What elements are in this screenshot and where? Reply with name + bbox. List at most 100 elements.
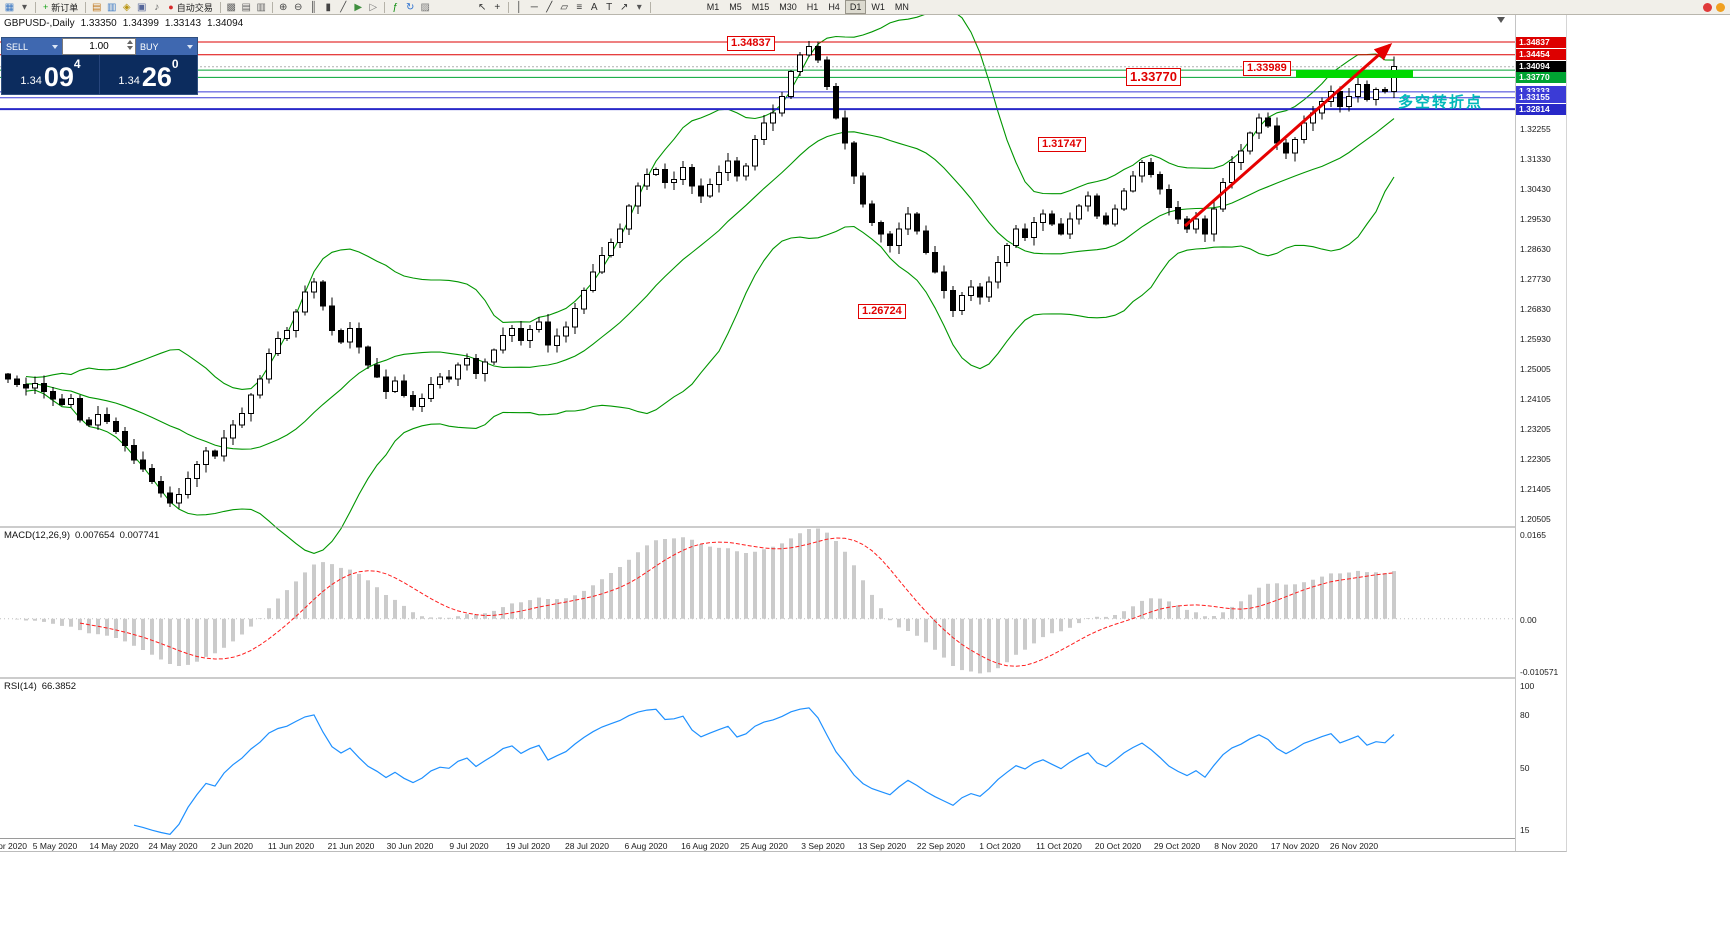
- horizontal-line-icon[interactable]: ─: [527, 1, 542, 14]
- arrows-tool-icon[interactable]: ↗: [617, 1, 632, 14]
- tile-horizontally-icon[interactable]: ▤: [239, 1, 254, 14]
- buy-pipette: 0: [171, 57, 179, 71]
- macd-signal-value: 0.007741: [119, 530, 160, 541]
- tile-vertically-icon[interactable]: ▥: [254, 1, 269, 14]
- price-annotation-label[interactable]: 1.31747: [1038, 137, 1086, 152]
- price-axis[interactable]: 1.32255 1.31330 1.30430 1.29530 1.28630 1.277…: [1515, 15, 1566, 851]
- timeframe-m30-button[interactable]: M30: [779, 2, 797, 12]
- rsi-label: RSI(14) 66.3852: [4, 681, 81, 692]
- bar-open-value: 1.33350: [80, 18, 117, 29]
- line-chart-icon[interactable]: ╱: [336, 1, 351, 14]
- chart-dropdown-icon[interactable]: ▾: [17, 1, 32, 14]
- volume-increase-icon[interactable]: [127, 40, 133, 44]
- horizontal-line-icon-glyph: ─: [530, 1, 538, 13]
- timeframe-m1-button[interactable]: M1: [706, 2, 720, 12]
- indicators-icon[interactable]: ƒ: [388, 1, 403, 14]
- community-icon[interactable]: [1703, 3, 1712, 12]
- zoom-out-icon-glyph: ⊖: [294, 1, 303, 13]
- buy-pips: 26: [141, 62, 172, 92]
- price-tick: 1.20505: [1520, 513, 1551, 524]
- tile-vertically-icon-glyph: ▥: [256, 1, 266, 13]
- market-watch-icon[interactable]: ▤: [89, 1, 104, 14]
- date-label: 28 Jul 2020: [565, 841, 609, 851]
- price-annotation-label[interactable]: 1.26724: [858, 304, 906, 319]
- timeframe-mn-button[interactable]: MN: [894, 2, 909, 12]
- price-tick: 1.31330: [1520, 154, 1551, 165]
- channel-icon[interactable]: ▱: [557, 1, 572, 14]
- price-annotation-label[interactable]: 1.33989: [1243, 61, 1291, 76]
- data-window-icon[interactable]: ▥: [104, 1, 119, 14]
- timeframe-d1-button[interactable]: D1: [844, 0, 867, 14]
- toolbar-separator: [649, 1, 651, 13]
- time-axis[interactable]: 26 Apr 2020 5 May 2020 14 May 2020 24 May 2…: [0, 838, 1515, 851]
- buy-price[interactable]: 1.34 26 0: [100, 55, 197, 94]
- auto-scroll-icon[interactable]: ▶: [351, 1, 366, 14]
- autotrading-button[interactable]: ● 自动交易: [164, 1, 216, 14]
- new-order-button[interactable]: + 新订单: [39, 1, 82, 14]
- templates-icon[interactable]: ▨: [418, 1, 433, 14]
- record-icon[interactable]: [1716, 3, 1725, 12]
- timeframe-w1-button[interactable]: W1: [871, 2, 885, 12]
- price-tick: 1.26830: [1520, 303, 1551, 314]
- rsi-axis-label: 50: [1520, 763, 1530, 774]
- price-tick: 1.25005: [1520, 364, 1551, 375]
- volume-decrease-icon[interactable]: [127, 46, 133, 50]
- price-annotation-label[interactable]: 1.34837: [727, 36, 775, 51]
- new-order-glyph: +: [43, 2, 49, 12]
- cascade-windows-icon[interactable]: ▩: [224, 1, 239, 14]
- macd-axis-label: 0.00: [1520, 614, 1537, 625]
- text-tool-icon[interactable]: A: [587, 1, 602, 14]
- date-label: 29 Oct 2020: [1153, 841, 1201, 851]
- tools-dropdown-icon[interactable]: ▾: [632, 1, 647, 14]
- data-window-icon-glyph: ▥: [107, 1, 117, 13]
- candlestick-chart-icon[interactable]: ▮: [321, 1, 336, 14]
- date-label: 11 Jun 2020: [267, 841, 315, 851]
- zoom-out-icon[interactable]: ⊖: [291, 1, 306, 14]
- timeframe-m15-button[interactable]: M15: [751, 2, 770, 12]
- price-chart[interactable]: [0, 15, 1515, 838]
- timeframe-h4-button[interactable]: H4: [828, 2, 840, 12]
- buy-button[interactable]: BUY: [136, 38, 197, 55]
- cursor-icon[interactable]: ↖: [475, 1, 490, 14]
- date-label: 17 Nov 2020: [1270, 841, 1320, 851]
- volume-spinner: [127, 40, 133, 50]
- timeframe-h1-button[interactable]: H1: [806, 2, 819, 12]
- price-tick: 1.22305: [1520, 453, 1551, 464]
- zoom-in-icon[interactable]: ⊕: [276, 1, 291, 14]
- trendline-icon[interactable]: ╱: [542, 1, 557, 14]
- fibonacci-icon[interactable]: ≡: [572, 1, 587, 14]
- turning-point-label[interactable]: 多空转折点: [1398, 94, 1484, 111]
- buy-label: BUY: [140, 41, 159, 52]
- toolbar-separator: [85, 1, 87, 13]
- line-chart-icon-glyph: ╱: [340, 1, 347, 13]
- date-label: 8 Nov 2020: [1214, 841, 1258, 851]
- label-tool-icon[interactable]: T: [602, 1, 617, 14]
- trendline-icon-glyph: ╱: [546, 1, 553, 13]
- toolbar-separator: [219, 1, 221, 13]
- zoom-in-icon-glyph: ⊕: [279, 1, 288, 13]
- date-label: 30 Jun 2020: [386, 841, 434, 851]
- cascade-windows-icon-glyph: ▩: [226, 1, 236, 13]
- autotrading-button-label: 自动交易: [176, 2, 213, 13]
- chart-shift-icon[interactable]: ▷: [366, 1, 381, 14]
- chart-dropdown-icon-glyph: ▾: [21, 1, 28, 13]
- terminal-icon[interactable]: ▣: [134, 1, 149, 14]
- indicator-refresh-icon[interactable]: ↻: [403, 1, 418, 14]
- volume-input[interactable]: 1.00: [62, 38, 136, 55]
- text-tool-icon-glyph: A: [590, 1, 598, 13]
- new-order-button-label: 新订单: [51, 2, 79, 13]
- sell-big-figure: 1.34: [20, 75, 42, 87]
- bar-chart-icon[interactable]: ║: [306, 1, 321, 14]
- navigator-icon[interactable]: ◈: [119, 1, 134, 14]
- sell-button[interactable]: SELL: [2, 38, 62, 55]
- one-click-trading-panel: SELL 1.00 BUY 1.34 09: [1, 37, 198, 95]
- date-label: 5 May 2020: [32, 841, 78, 851]
- timeframe-m5-button[interactable]: M5: [729, 2, 742, 12]
- vertical-line-icon[interactable]: │: [512, 1, 527, 14]
- sell-price[interactable]: 1.34 09 4: [2, 55, 100, 94]
- date-label: 14 May 2020: [89, 841, 139, 851]
- crosshair-icon[interactable]: +: [490, 1, 505, 14]
- alert-icon[interactable]: ♪: [149, 1, 164, 14]
- charts-icon[interactable]: ▦: [2, 1, 17, 14]
- price-annotation-label[interactable]: 1.33770: [1126, 68, 1181, 86]
